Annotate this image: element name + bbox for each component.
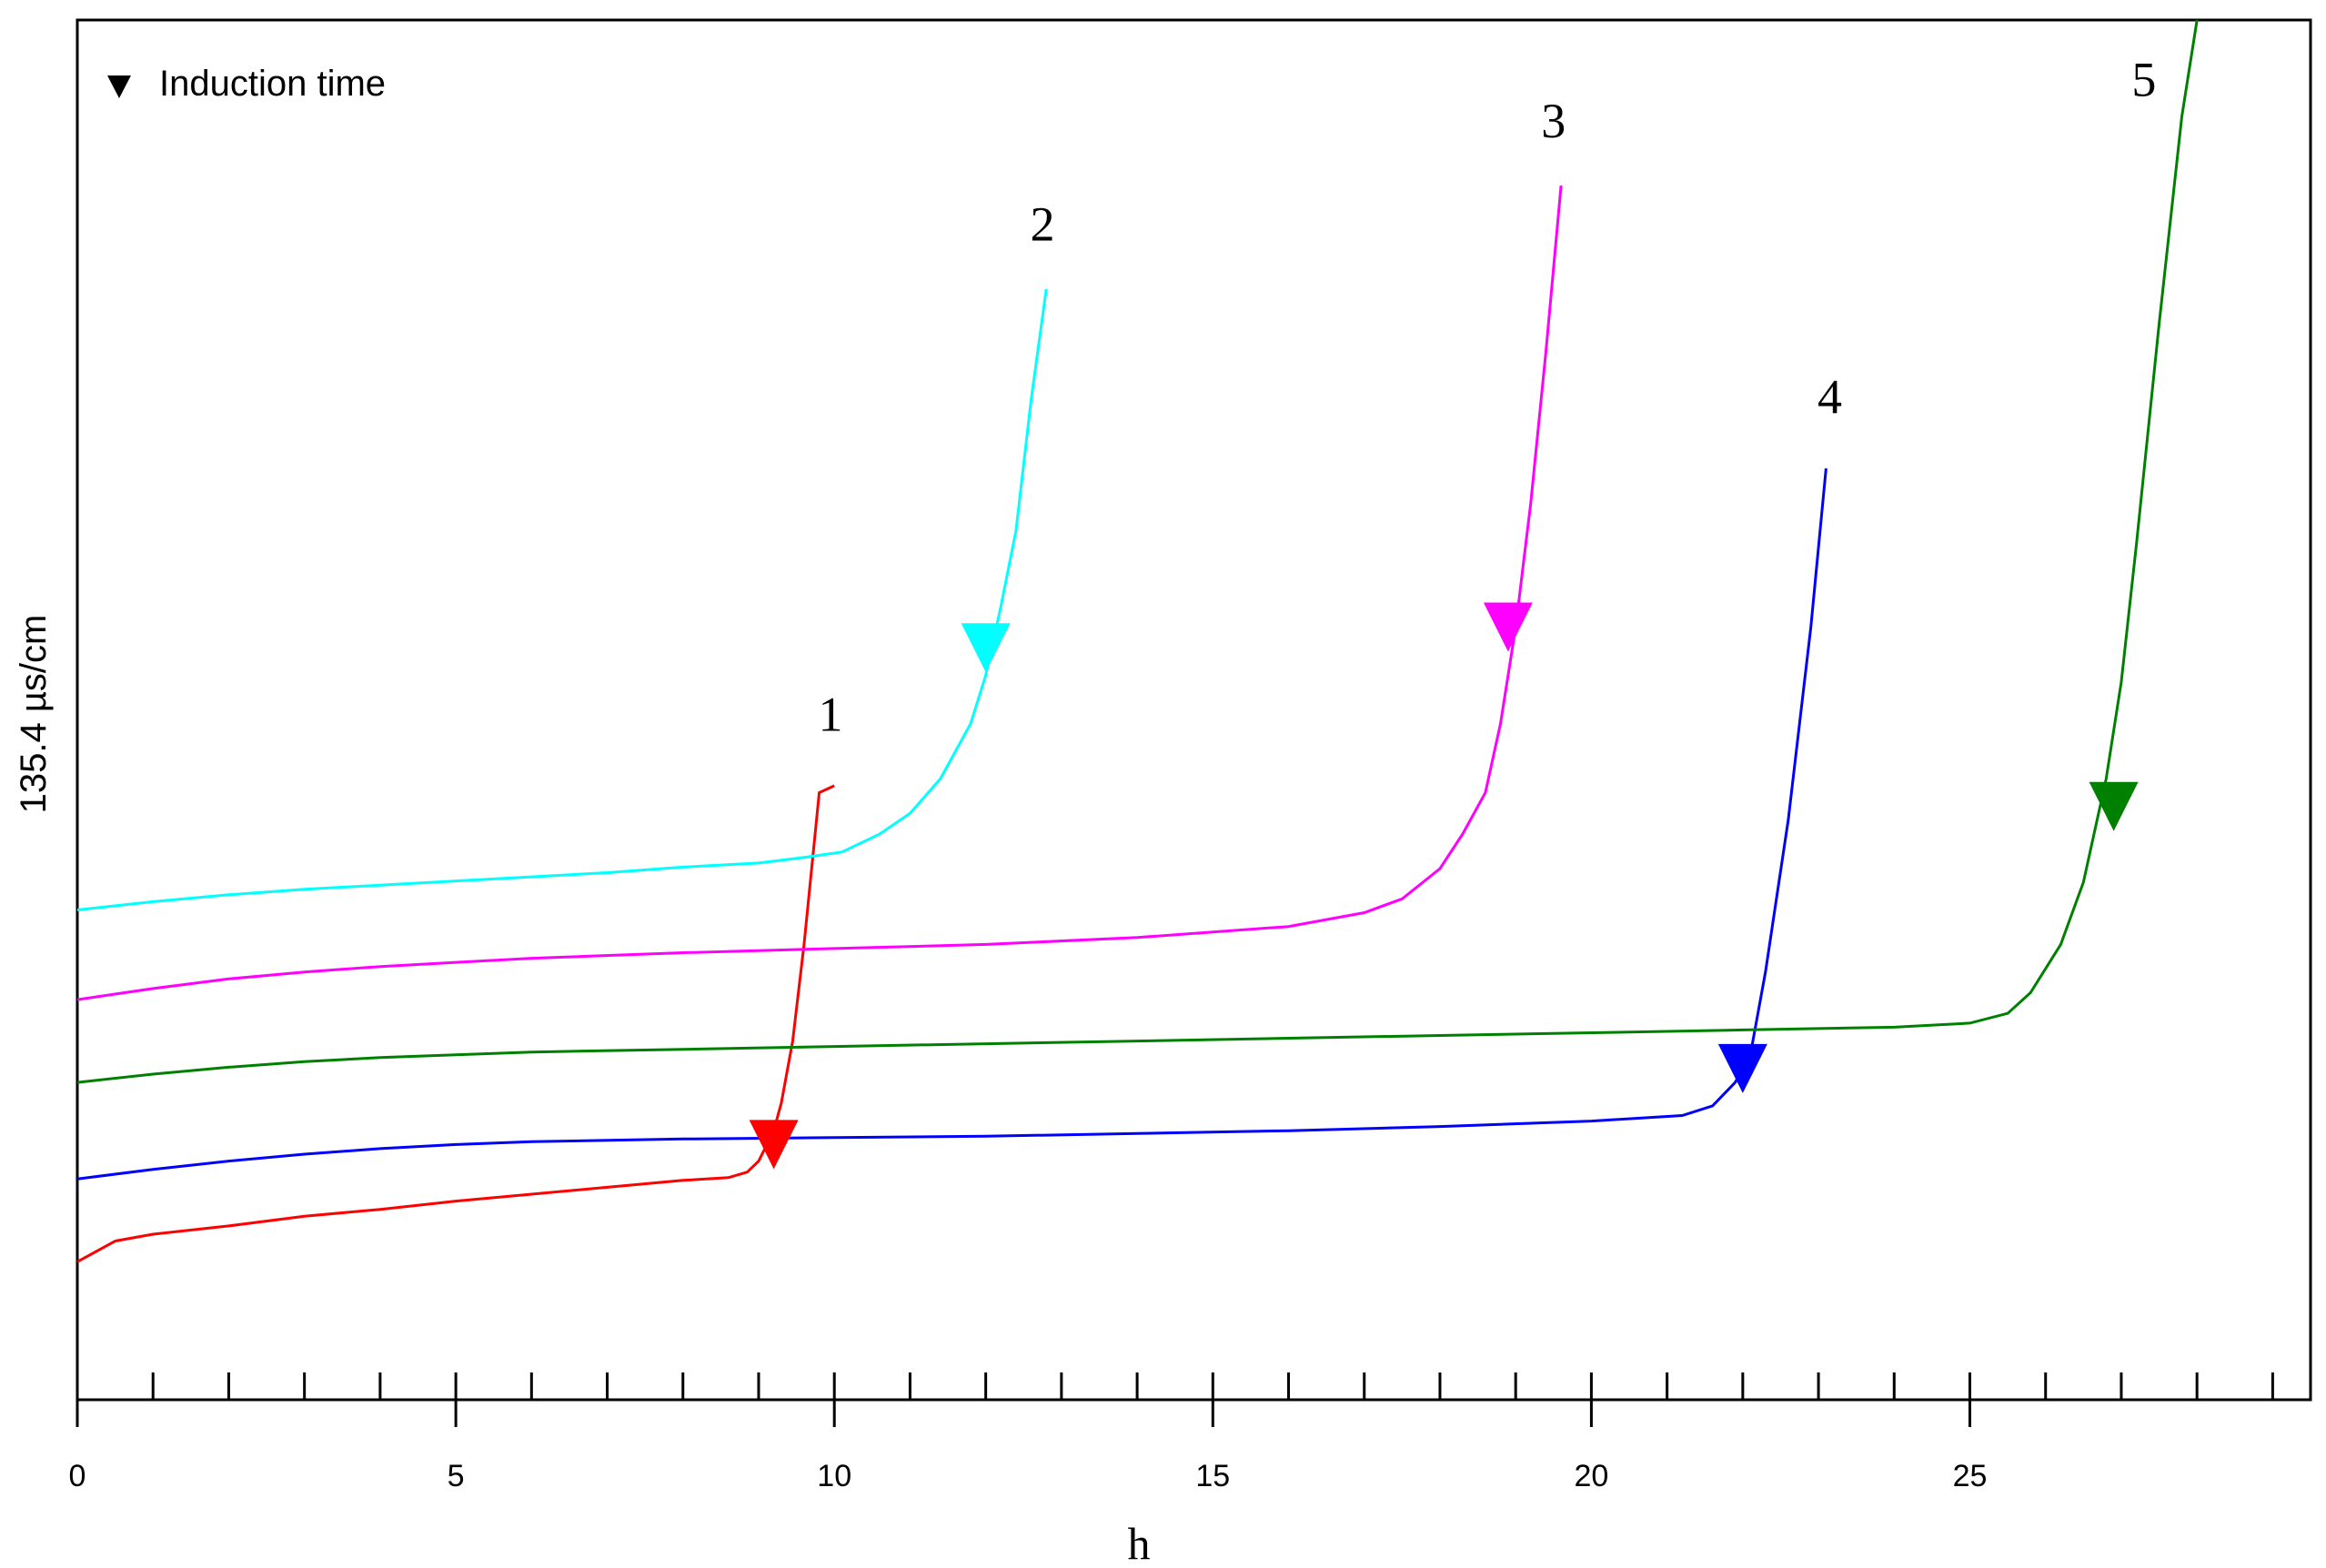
series-line-4	[76, 467, 1828, 1181]
legend-label: Induction time	[159, 64, 386, 104]
series-line-3	[76, 185, 1563, 1001]
x-tick-label: 25	[1953, 1459, 1988, 1493]
x-tick-label: 10	[817, 1459, 851, 1493]
plot-frame	[76, 18, 2312, 1402]
y-axis-title: 135.4 µs/cm	[14, 615, 54, 814]
series-line-1	[76, 784, 835, 1263]
series-curves	[76, 19, 2199, 1263]
x-tick-label: 20	[1574, 1459, 1608, 1493]
series-line-2	[76, 288, 1048, 911]
induction-markers	[749, 602, 2139, 1170]
x-axis-title: h	[1128, 1518, 1151, 1568]
x-tick-label: 15	[1195, 1459, 1230, 1493]
series-line-5	[76, 19, 2199, 1084]
series-labels: 1 2 3 4 5	[819, 52, 2157, 741]
series-label-1: 1	[819, 687, 843, 741]
induction-marker-4	[1717, 1043, 1767, 1093]
induction-marker-3	[1483, 602, 1533, 652]
series-label-3: 3	[1541, 94, 1566, 148]
induction-marker-5	[2089, 781, 2139, 831]
series-label-4: 4	[1818, 369, 1842, 424]
induction-marker-2	[961, 623, 1011, 673]
series-label-5: 5	[2131, 52, 2156, 106]
induction-marker-1	[749, 1120, 799, 1170]
x-axis: 0 5 10 15 20 25	[69, 1372, 2311, 1493]
legend: Induction time	[107, 64, 386, 104]
legend-triangle-icon	[107, 75, 131, 98]
x-tick-label: 0	[69, 1459, 86, 1493]
x-tick-label: 5	[448, 1459, 465, 1493]
series-label-2: 2	[1031, 197, 1055, 252]
